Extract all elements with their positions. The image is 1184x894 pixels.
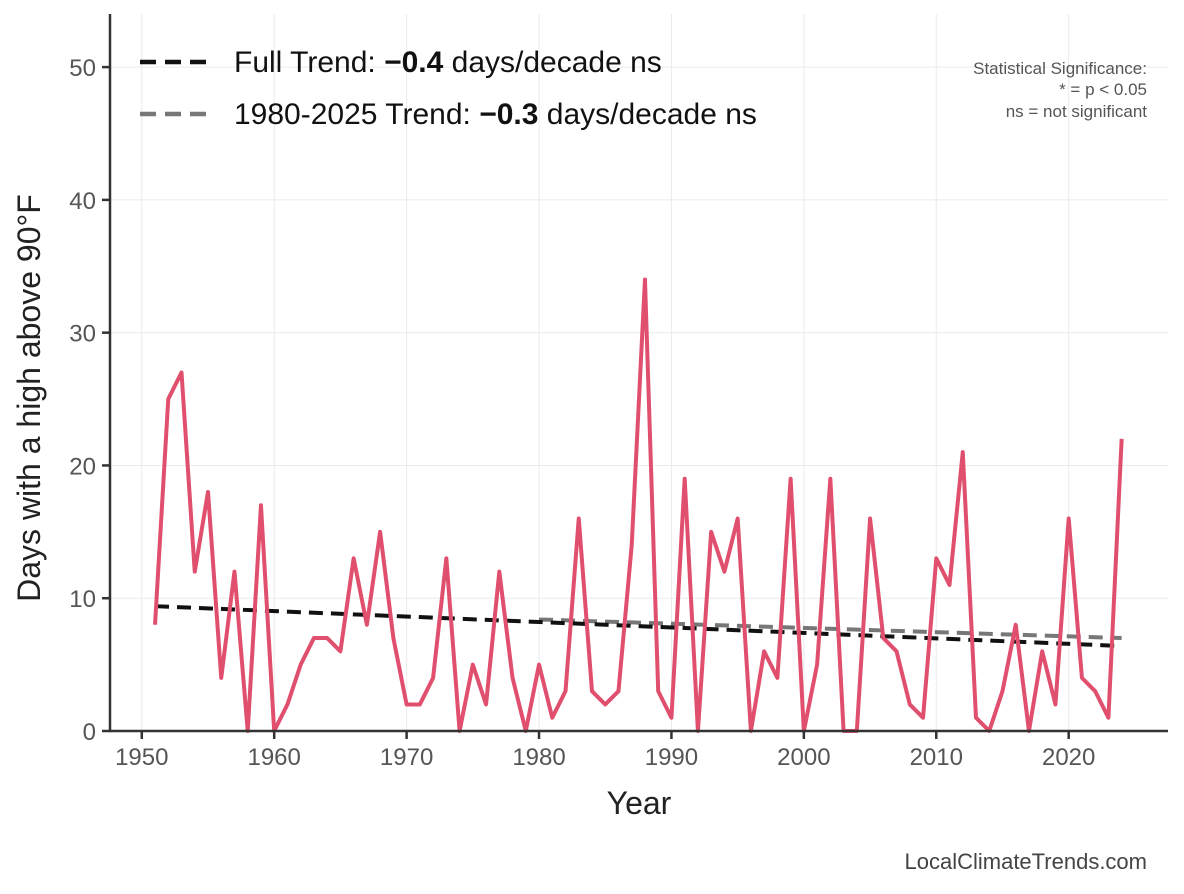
y-tick-label: 10 [69, 586, 96, 613]
y-tick-label: 20 [69, 453, 96, 480]
legend-prefix: Full Trend: [234, 46, 384, 79]
legend-suffix: days/decade ns [538, 98, 756, 131]
y-tick-label: 40 [69, 188, 96, 215]
credit: LocalClimateTrends.com [905, 849, 1148, 874]
x-tick-label: 1970 [380, 744, 433, 771]
x-tick-label: 1980 [512, 744, 565, 771]
tick-labels: 1950 1960 1970 1980 1990 2000 2010 2020 0 10 20 30 4… [69, 55, 1095, 771]
y-axis-label: Days with a high above 90°F [11, 194, 47, 602]
annotation-line-1: Statistical Significance: [973, 59, 1147, 78]
legend-suffix: days/decade ns [443, 46, 661, 79]
legend: Full Trend: −0.4 days/decade ns1980-2025… [140, 46, 757, 131]
x-tick-label: 2010 [910, 744, 963, 771]
x-tick-label: 2000 [777, 744, 830, 771]
legend-label-full: Full Trend: −0.4 days/decade ns [234, 46, 662, 79]
legend-prefix: 1980-2025 Trend: [234, 98, 479, 131]
x-tick-label: 1960 [247, 744, 300, 771]
annotation-line-2: * = p < 0.05 [1059, 80, 1147, 99]
legend-value: −0.3 [479, 98, 538, 131]
legend-label-recent: 1980-2025 Trend: −0.3 days/decade ns [234, 98, 757, 131]
x-tick-label: 1950 [115, 744, 168, 771]
trend-lines [154, 604, 1122, 649]
axes [102, 14, 1168, 739]
trend-line-full [154, 604, 1122, 649]
trend-line-recent [538, 617, 1122, 641]
y-tick-label: 0 [83, 719, 96, 746]
x-axis-label: Year [607, 785, 672, 821]
annotation-line-3: ns = not significant [1006, 102, 1148, 121]
y-tick-label: 50 [69, 55, 96, 82]
series-line [153, 277, 1124, 733]
grid [110, 14, 1168, 732]
x-tick-label: 2020 [1042, 744, 1095, 771]
x-tick-label: 1990 [645, 744, 698, 771]
y-tick-label: 30 [69, 321, 96, 348]
legend-value: −0.4 [384, 46, 444, 79]
